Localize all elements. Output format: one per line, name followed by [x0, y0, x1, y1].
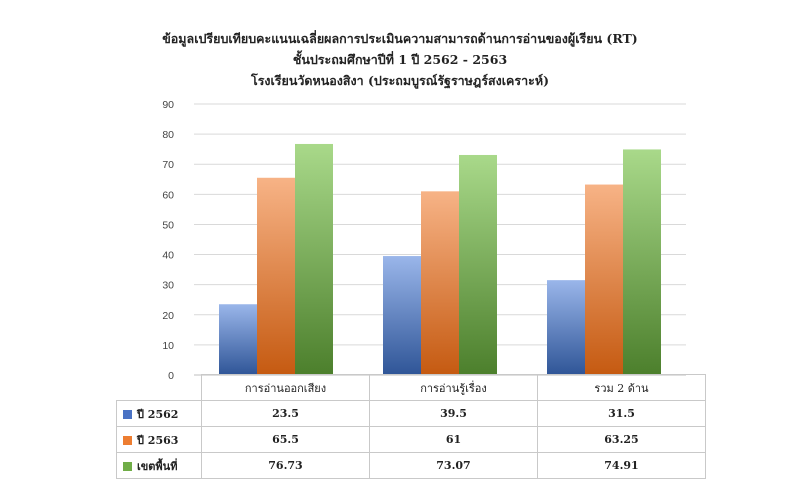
data-label: 74.91 [537, 452, 706, 479]
chart-title: ข้อมูลเปรียบเทียบคะแนนเฉลี่ยผลการประเมิน… [0, 28, 800, 91]
y-tick-label: 90 [162, 99, 174, 111]
data-label: 39.5 [369, 400, 538, 427]
x-tick-label: การอ่านรู้เรื่อง [369, 374, 538, 401]
title-line-1: ข้อมูลเปรียบเทียบคะแนนเฉลี่ยผลการประเมิน… [162, 31, 638, 46]
table-row: ปี 2562 23.5 39.5 31.5 [116, 400, 706, 427]
legend-entry: เขตพื้นที่ [116, 452, 202, 479]
y-tick-label: 30 [162, 280, 174, 292]
title-line-2: ชั้นประถมศึกษาปีที่ 1 ปี 2562 - 2563 [292, 52, 508, 67]
legend-label: ปี 2562 [137, 407, 179, 421]
y-tick-label: 40 [162, 250, 174, 262]
legend-swatch [123, 409, 132, 419]
x-tick-label: การอ่านออกเสียง [201, 374, 370, 401]
title-line-3: โรงเรียนวัดหนองสิงา (ประถมบูรณ์รัฐราษฎร์… [250, 73, 549, 88]
bar-series-2-cat-3 [585, 184, 623, 375]
x-tick-label: รวม 2 ด้าน [537, 374, 706, 401]
data-label: 31.5 [537, 400, 706, 427]
y-tick-label: 50 [162, 219, 174, 231]
data-label: 61 [369, 426, 538, 453]
data-table: การอ่านออกเสียง การอ่านรู้เรื่อง รวม 2 ด้า… [116, 374, 706, 479]
table-row: เขตพื้นที่ 76.73 73.07 74.91 [116, 452, 706, 479]
bar-series-3-cat-1 [295, 143, 333, 375]
bar-series-1-cat-1 [219, 304, 257, 375]
bar-series-1-cat-3 [547, 280, 585, 375]
legend-label: เขตพื้นที่ [137, 459, 178, 473]
bar-series-3-cat-2 [459, 154, 497, 375]
bar-series-2-cat-2 [421, 191, 459, 375]
legend-swatch [123, 461, 132, 471]
table-row: ปี 2563 65.5 61 63.25 [116, 426, 706, 453]
data-label: 65.5 [201, 426, 370, 453]
legend-label: ปี 2563 [137, 433, 179, 447]
bar-series-3-cat-3 [623, 149, 661, 375]
table-corner [117, 375, 202, 401]
y-tick-label: 80 [162, 129, 174, 141]
y-tick-label: 60 [162, 189, 174, 201]
legend-swatch [123, 435, 132, 445]
legend-entry: ปี 2563 [116, 426, 202, 453]
y-tick-label: 70 [162, 159, 174, 171]
data-label: 73.07 [369, 452, 538, 479]
bar-series-1-cat-2 [383, 256, 421, 375]
legend-entry: ปี 2562 [116, 400, 202, 427]
y-tick-label: 0 [168, 370, 174, 382]
y-tick-label: 10 [162, 340, 174, 352]
bar-series-2-cat-1 [257, 177, 295, 375]
data-label: 76.73 [201, 452, 370, 479]
data-label: 63.25 [537, 426, 706, 453]
data-label: 23.5 [201, 400, 370, 427]
y-tick-label: 20 [162, 310, 174, 322]
